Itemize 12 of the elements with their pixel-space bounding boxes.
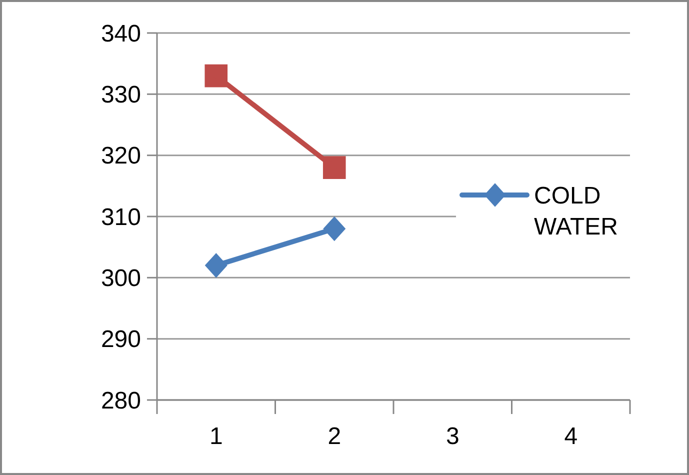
y-tick-label: 300 <box>100 265 141 292</box>
y-tick-label: 340 <box>100 20 141 48</box>
y-tick-label: 280 <box>100 387 141 414</box>
x-tick-label: 1 <box>209 423 223 450</box>
y-tick-label: 310 <box>100 204 141 231</box>
x-tick-label: 3 <box>446 423 460 450</box>
y-tick-label: 330 <box>100 82 141 109</box>
y-tick-label: 320 <box>100 142 141 170</box>
x-tick-label: 2 <box>328 423 342 450</box>
y-tick-label: 290 <box>100 326 141 354</box>
legend-label: COLD WATER <box>534 182 618 241</box>
x-tick-label: 4 <box>564 423 578 450</box>
